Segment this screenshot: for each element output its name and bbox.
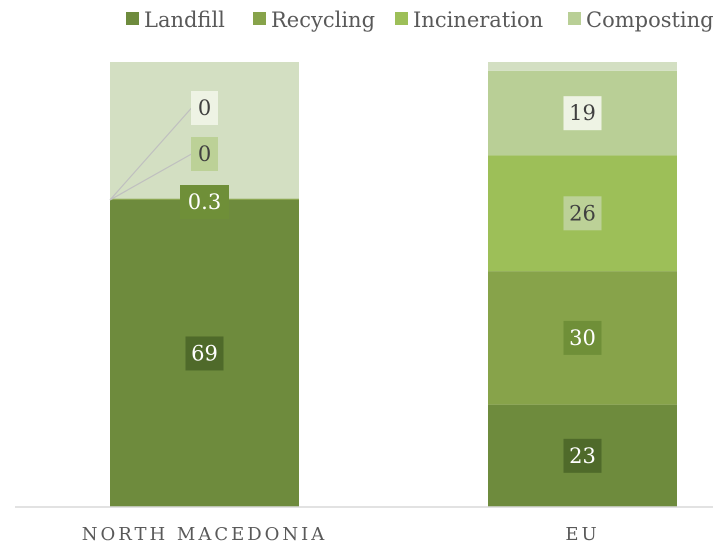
legend-label-landfill: Landfill xyxy=(144,8,225,32)
data-label-nm-landfill: 69 xyxy=(191,341,218,365)
data-label-nm-incineration-bg xyxy=(191,137,218,171)
data-label-eu-composting-bg xyxy=(563,96,602,131)
legend-swatch-composting xyxy=(568,12,581,25)
legend-swatch-recycling xyxy=(253,12,266,25)
data-label-eu-recycling-bg xyxy=(563,320,602,355)
x-tick-label-1: EU xyxy=(565,524,599,543)
legend-label-composting: Composting xyxy=(586,8,714,32)
legend-swatch-landfill xyxy=(126,12,139,25)
legend-label-recycling: Recycling xyxy=(271,8,375,32)
data-label-eu-landfill: 23 xyxy=(569,444,596,468)
data-label-nm-composting: 0 xyxy=(198,96,211,120)
bar-remainder-1 xyxy=(488,62,677,71)
data-label-nm-landfill-bg xyxy=(185,336,224,371)
leader-line-nm-composting xyxy=(109,107,192,201)
x-tick-label-0: NORTH MACEDONIA xyxy=(82,524,328,543)
bar-remainder-0 xyxy=(110,62,299,199)
data-label-nm-composting-bg xyxy=(191,91,218,125)
data-label-eu-incineration-bg xyxy=(563,196,602,231)
data-label-eu-incineration: 26 xyxy=(569,201,596,225)
data-label-eu-composting: 19 xyxy=(569,101,596,125)
data-label-nm-recycling: 0.3 xyxy=(188,190,221,214)
data-label-nm-recycling-bg xyxy=(180,185,229,219)
data-label-eu-landfill-bg xyxy=(563,438,602,473)
legend-swatch-incineration xyxy=(395,12,408,25)
data-label-nm-incineration: 0 xyxy=(198,142,211,166)
leader-line-nm-incineration xyxy=(109,153,192,201)
data-label-eu-recycling: 30 xyxy=(569,326,596,350)
legend-label-incineration: Incineration xyxy=(413,8,543,32)
